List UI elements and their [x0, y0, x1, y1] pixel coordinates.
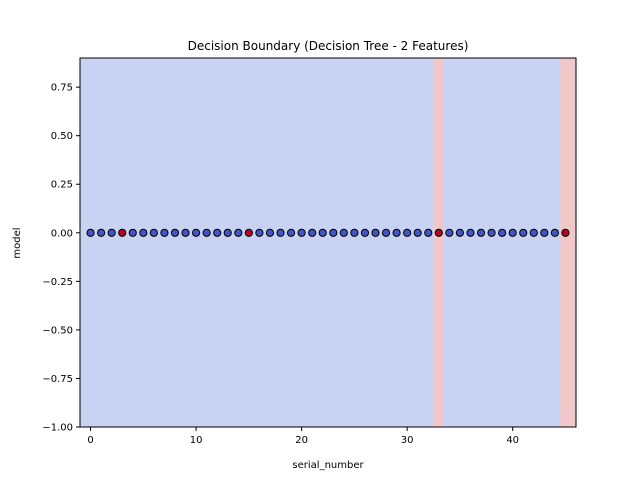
data-point [529, 228, 538, 237]
data-point [540, 228, 549, 237]
data-point [403, 228, 412, 237]
data-points [86, 228, 570, 237]
data-point [455, 228, 465, 237]
data-point [255, 228, 264, 237]
data-point [181, 228, 190, 237]
data-point [139, 228, 148, 237]
chart-title: Decision Boundary (Decision Tree - 2 Fea… [188, 39, 469, 53]
data-point [519, 228, 528, 237]
data-point [371, 228, 380, 237]
data-point [160, 228, 169, 237]
decision-regions [80, 58, 576, 427]
x-axis-ticks: 0 10 20 30 40 [87, 427, 519, 446]
data-point [276, 228, 285, 237]
data-point [487, 228, 496, 237]
data-point [297, 228, 306, 237]
x-tick-label: 40 [506, 435, 519, 446]
y-tick-label: −1.00 [42, 423, 73, 434]
data-point [213, 228, 222, 237]
data-point [424, 228, 433, 237]
data-point [498, 228, 507, 237]
data-point [381, 228, 391, 237]
x-tick-label: 30 [401, 435, 414, 446]
data-point [223, 228, 232, 237]
data-point [318, 228, 327, 237]
data-point [476, 228, 486, 237]
x-tick-label: 20 [295, 435, 308, 446]
x-tick-label: 0 [87, 435, 93, 446]
data-point [360, 228, 370, 237]
y-tick-label: 0.25 [51, 180, 73, 191]
data-point [550, 228, 559, 237]
region-background [80, 58, 576, 427]
y-axis-label: model [12, 227, 23, 258]
y-tick-label: 0.75 [51, 83, 73, 94]
data-point [508, 228, 517, 237]
data-point [308, 228, 317, 237]
data-point [265, 228, 275, 237]
data-point [413, 228, 422, 237]
plot-frame [79, 57, 577, 428]
data-point [561, 228, 570, 237]
y-tick-label: −0.75 [42, 374, 73, 385]
data-point [128, 228, 137, 237]
x-axis-label: serial_number [292, 460, 364, 471]
y-tick-label: −0.50 [42, 325, 73, 336]
data-point [434, 228, 443, 237]
data-point [339, 228, 348, 237]
data-point [118, 228, 127, 237]
data-point [97, 228, 106, 237]
data-point [202, 228, 211, 237]
region-class1-0 [433, 58, 445, 427]
data-point [466, 228, 475, 237]
data-point [86, 228, 95, 237]
data-point [392, 228, 401, 237]
data-point [191, 228, 201, 237]
data-point [107, 228, 116, 237]
data-point [244, 228, 253, 237]
data-point [286, 228, 296, 237]
data-point [234, 228, 243, 237]
data-point [329, 228, 338, 237]
x-tick-label: 10 [190, 435, 203, 446]
y-tick-label: 0.50 [51, 131, 73, 142]
data-point [445, 228, 454, 237]
y-axis-ticks: −1.00 −0.75 −0.50 −0.25 0.00 0.25 0.50 0.75 [42, 83, 80, 434]
y-tick-label: 0.00 [51, 228, 73, 239]
y-tick-label: −0.25 [42, 277, 73, 288]
data-point [350, 228, 359, 237]
data-point [149, 228, 158, 237]
data-point [170, 228, 180, 237]
region-class1-1 [560, 58, 576, 427]
